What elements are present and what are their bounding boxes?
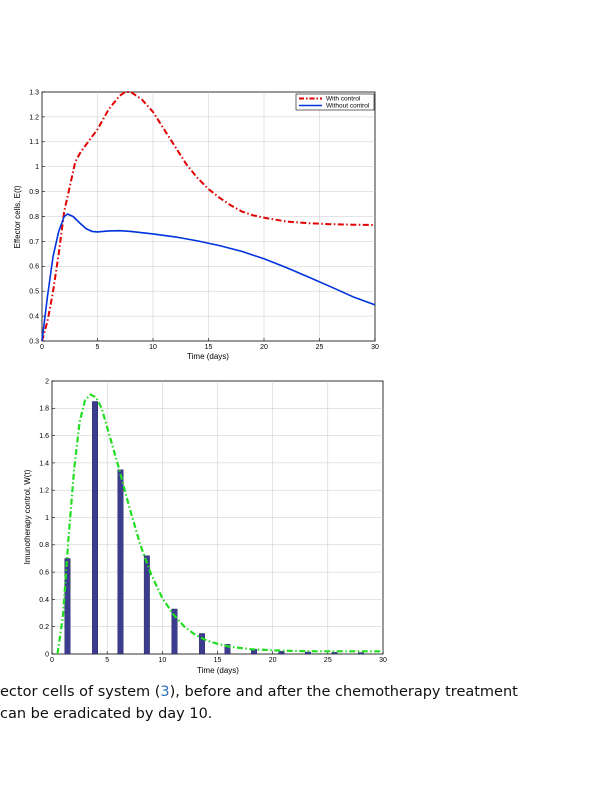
control-bar [331,652,338,655]
control-bar [92,401,99,655]
y-tick-label: 1 [45,515,49,522]
y-tick-label: 1.1 [29,139,39,146]
x-tick-labels: 0 5 10 15 20 25 30 [50,657,387,664]
y-tick-labels: 0 0.2 0.4 0.6 0.8 1 1.2 1.4 1.6 1.8 2 [39,378,49,658]
y-tick-label: 0.3 [29,338,39,345]
control-bar [64,558,71,655]
x-tick-label: 20 [260,344,268,351]
x-tick-label: 20 [269,657,277,664]
caption-text-b: ), before and after the chemotherapy tre… [169,684,518,700]
x-tick-label: 25 [316,344,324,351]
legend: With control Without control [295,93,375,111]
x-tick-label: 5 [96,344,100,351]
grid [51,380,384,655]
x-tick-label: 15 [214,657,222,664]
y-tick-label: 1 [35,164,39,171]
x-tick-label: 30 [371,344,379,351]
series-line-with-control [41,91,376,342]
y-tick-label: 1.2 [29,114,39,121]
y-tick-label: 0.2 [39,624,49,631]
x-tick-label: 0 [50,657,54,664]
legend-label-without-control: Without control [326,103,370,110]
caption-text-a: ector cells of system ( [0,684,161,700]
plot-area [51,380,384,655]
x-tick-label: 25 [324,657,332,664]
control-bar [171,608,178,655]
x-axis-label: Time (days) [197,666,239,675]
x-tick-label: 5 [105,657,109,664]
control-curve-line [56,393,383,655]
control-bar [224,644,231,655]
y-axis-label: Imunotherapy control, W(t) [23,469,32,564]
y-tick-label: 0.8 [39,542,49,549]
x-tick-label: 10 [149,344,157,351]
y-tick-label: 0.4 [39,597,49,604]
y-tick-label: 0 [45,651,49,658]
y-tick-label: 0.9 [29,189,39,196]
y-tick-label: 1.3 [29,89,39,96]
y-tick-label: 0.8 [29,214,39,221]
series-lines [41,91,376,342]
control-bar [199,633,206,655]
control-bar [278,651,285,655]
figure-caption-line-1: ector cells of system (3), before and af… [0,684,518,700]
legend-label-with-control: With control [326,96,361,103]
x-tick-label: 30 [379,657,387,664]
y-tick-label: 0.6 [39,570,49,577]
y-axis-label: Effector cells, E(t) [13,185,22,248]
grid [41,91,376,342]
control-bar [250,649,257,655]
effector-cells-chart: 0 5 10 15 20 25 30 0.3 0.4 0.5 0.6 0.7 0.8 0.9 1 1.1 1.… [13,89,379,361]
control-bar [358,652,364,655]
y-tick-label: 0.6 [29,264,39,271]
y-tick-label: 0.5 [29,289,39,296]
x-tick-label: 10 [158,657,166,664]
x-axis-label: Time (days) [187,352,229,361]
figure-caption-line-2: can be eradicated by day 10. [0,706,213,722]
y-tick-label: 0.7 [29,239,39,246]
series-line-without-control [41,213,376,342]
control-bar [117,469,124,655]
x-tick-label: 0 [40,344,44,351]
x-tick-labels: 0 5 10 15 20 25 30 [40,344,379,351]
control-bar [305,651,311,655]
y-tick-label: 1.2 [39,488,49,495]
equation-reference-link[interactable]: 3 [160,684,170,700]
y-tick-label: 1.6 [39,433,49,440]
y-tick-label: 0.4 [29,314,39,321]
y-tick-label: 1.4 [39,460,49,467]
y-tick-label: 2 [45,378,49,385]
y-tick-labels: 0.3 0.4 0.5 0.6 0.7 0.8 0.9 1 1.1 1.2 1.3 [29,89,39,345]
x-tick-label: 15 [205,344,213,351]
control-bar [143,555,150,655]
control-curve [56,393,383,655]
y-tick-label: 1.8 [39,406,49,413]
control-bars [64,401,364,655]
